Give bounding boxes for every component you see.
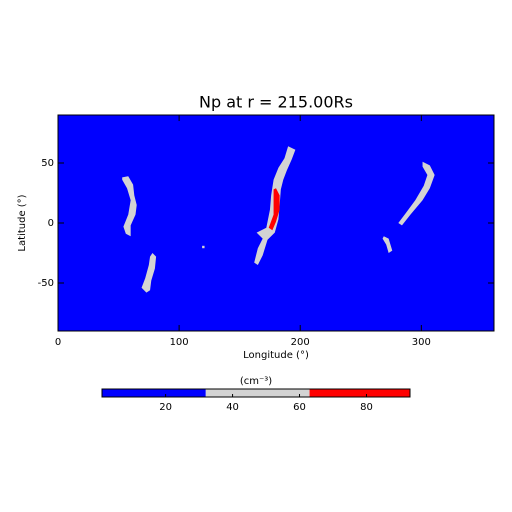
y-tick-label: -50 — [38, 278, 54, 289]
colorbar-tick-label: 40 — [226, 402, 239, 413]
contour-region — [202, 245, 205, 249]
x-tick-label: 0 — [55, 337, 61, 348]
colorbar-band — [102, 389, 206, 397]
colorbar-tick-label: 20 — [159, 402, 172, 413]
x-tick-label: 300 — [412, 337, 431, 348]
contour-region — [122, 176, 137, 237]
colorbar-label: (cm⁻³) — [240, 376, 272, 387]
y-tick-label: 0 — [48, 218, 54, 229]
colorbar-tick-label: 60 — [293, 402, 306, 413]
colorbar-tick-label: 80 — [360, 402, 373, 413]
colorbar-band — [309, 389, 410, 397]
y-tick-label: 50 — [41, 158, 54, 169]
y-axis-label: Latitude (°) — [17, 194, 28, 251]
x-tick-label: 100 — [170, 337, 189, 348]
contour-region — [141, 253, 157, 293]
x-axis-label: Longitude (°) — [243, 350, 309, 361]
contour-region — [268, 188, 280, 231]
chart-title: Np at r = 215.00Rs — [199, 93, 353, 112]
colorbar-frame — [101, 388, 411, 398]
contour-region — [382, 236, 393, 253]
contour-region — [398, 161, 435, 226]
x-tick-label: 200 — [291, 337, 310, 348]
colorbar-band — [205, 389, 310, 397]
